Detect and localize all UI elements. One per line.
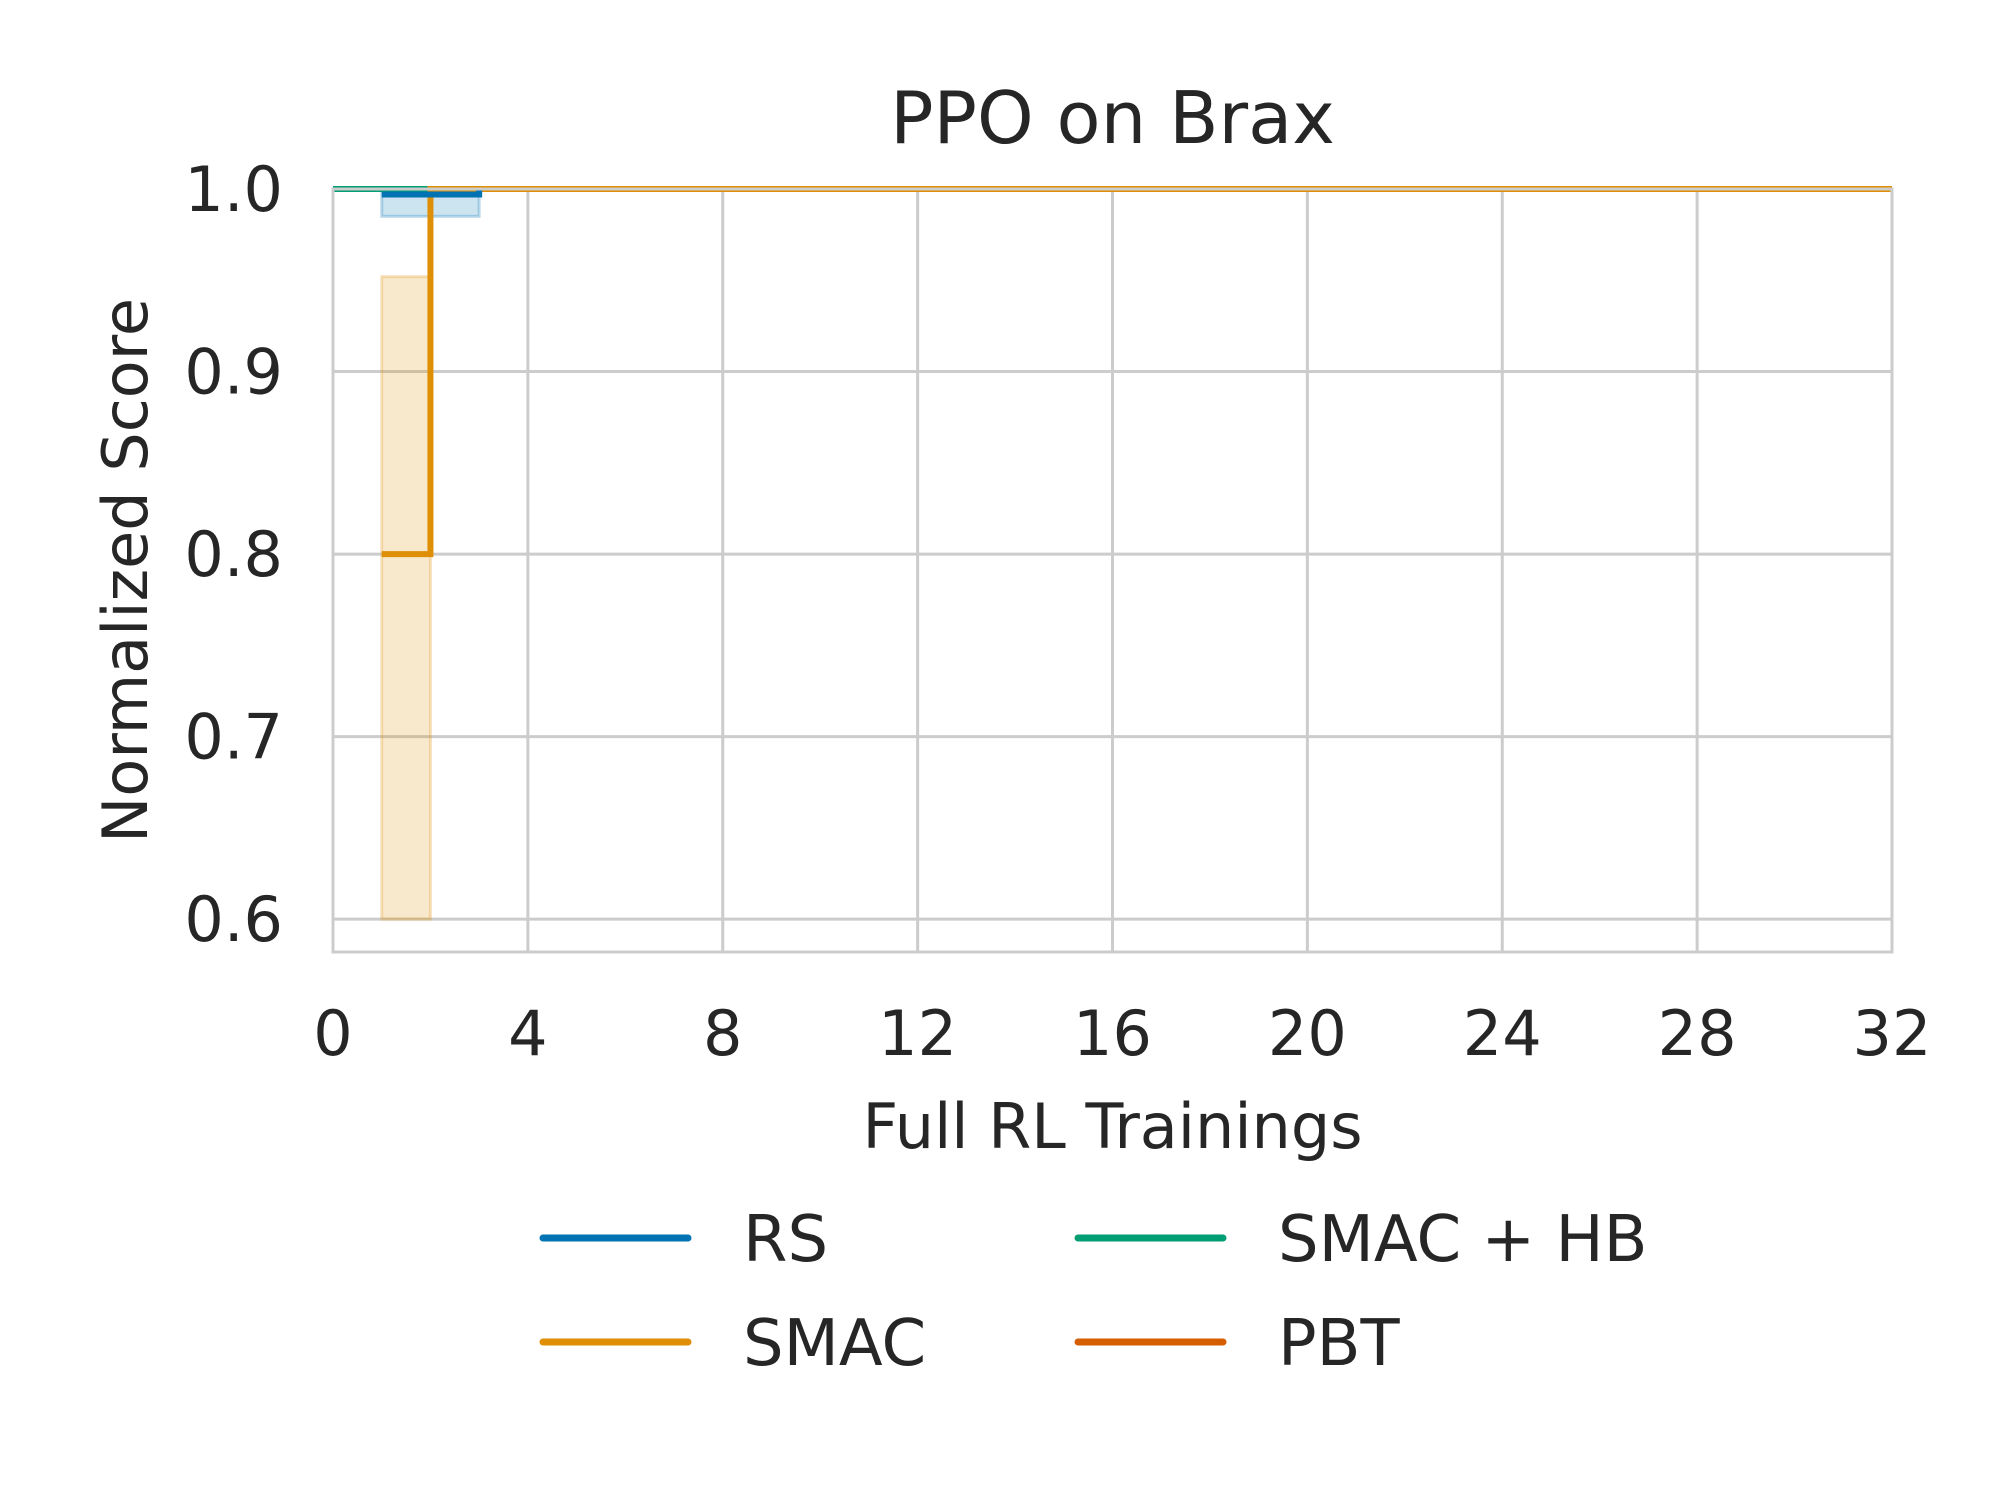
x-tick-label: 20	[1268, 997, 1347, 1070]
x-tick-label: 8	[703, 997, 742, 1070]
x-tick-labels: 0 4 8 12 16 20 24 28 32	[313, 997, 1931, 1070]
y-tick-label: 0.9	[184, 336, 283, 409]
y-tick-label: 1.0	[184, 153, 283, 226]
legend-label-rs: RS	[743, 1203, 828, 1277]
x-tick-label: 4	[508, 997, 547, 1070]
x-tick-label: 28	[1658, 997, 1737, 1070]
x-tick-label: 16	[1073, 997, 1152, 1070]
x-tick-label: 12	[878, 997, 957, 1070]
chart-title: PPO on Brax	[890, 76, 1335, 160]
line-rs	[381, 189, 483, 198]
x-tick-label: 32	[1853, 997, 1932, 1070]
y-tick-label: 0.7	[184, 701, 283, 774]
x-tick-label: 0	[313, 997, 352, 1070]
legend-label-smac: SMAC	[743, 1307, 926, 1381]
legend: RS SMAC SMAC + HB PBT	[539, 1203, 1648, 1381]
y-tick-labels: 0.6 0.7 0.8 0.9 1.0	[184, 153, 283, 956]
legend-label-smac-hb: SMAC + HB	[1278, 1203, 1648, 1277]
x-tick-label: 24	[1463, 997, 1542, 1070]
legend-label-pbt: PBT	[1278, 1307, 1401, 1381]
y-tick-label: 0.8	[184, 518, 283, 591]
y-tick-label: 0.6	[184, 883, 283, 956]
y-axis-label: Normalized Score	[89, 298, 162, 843]
plot-frame	[331, 187, 1894, 954]
x-axis-label: Full RL Trainings	[863, 1090, 1363, 1163]
